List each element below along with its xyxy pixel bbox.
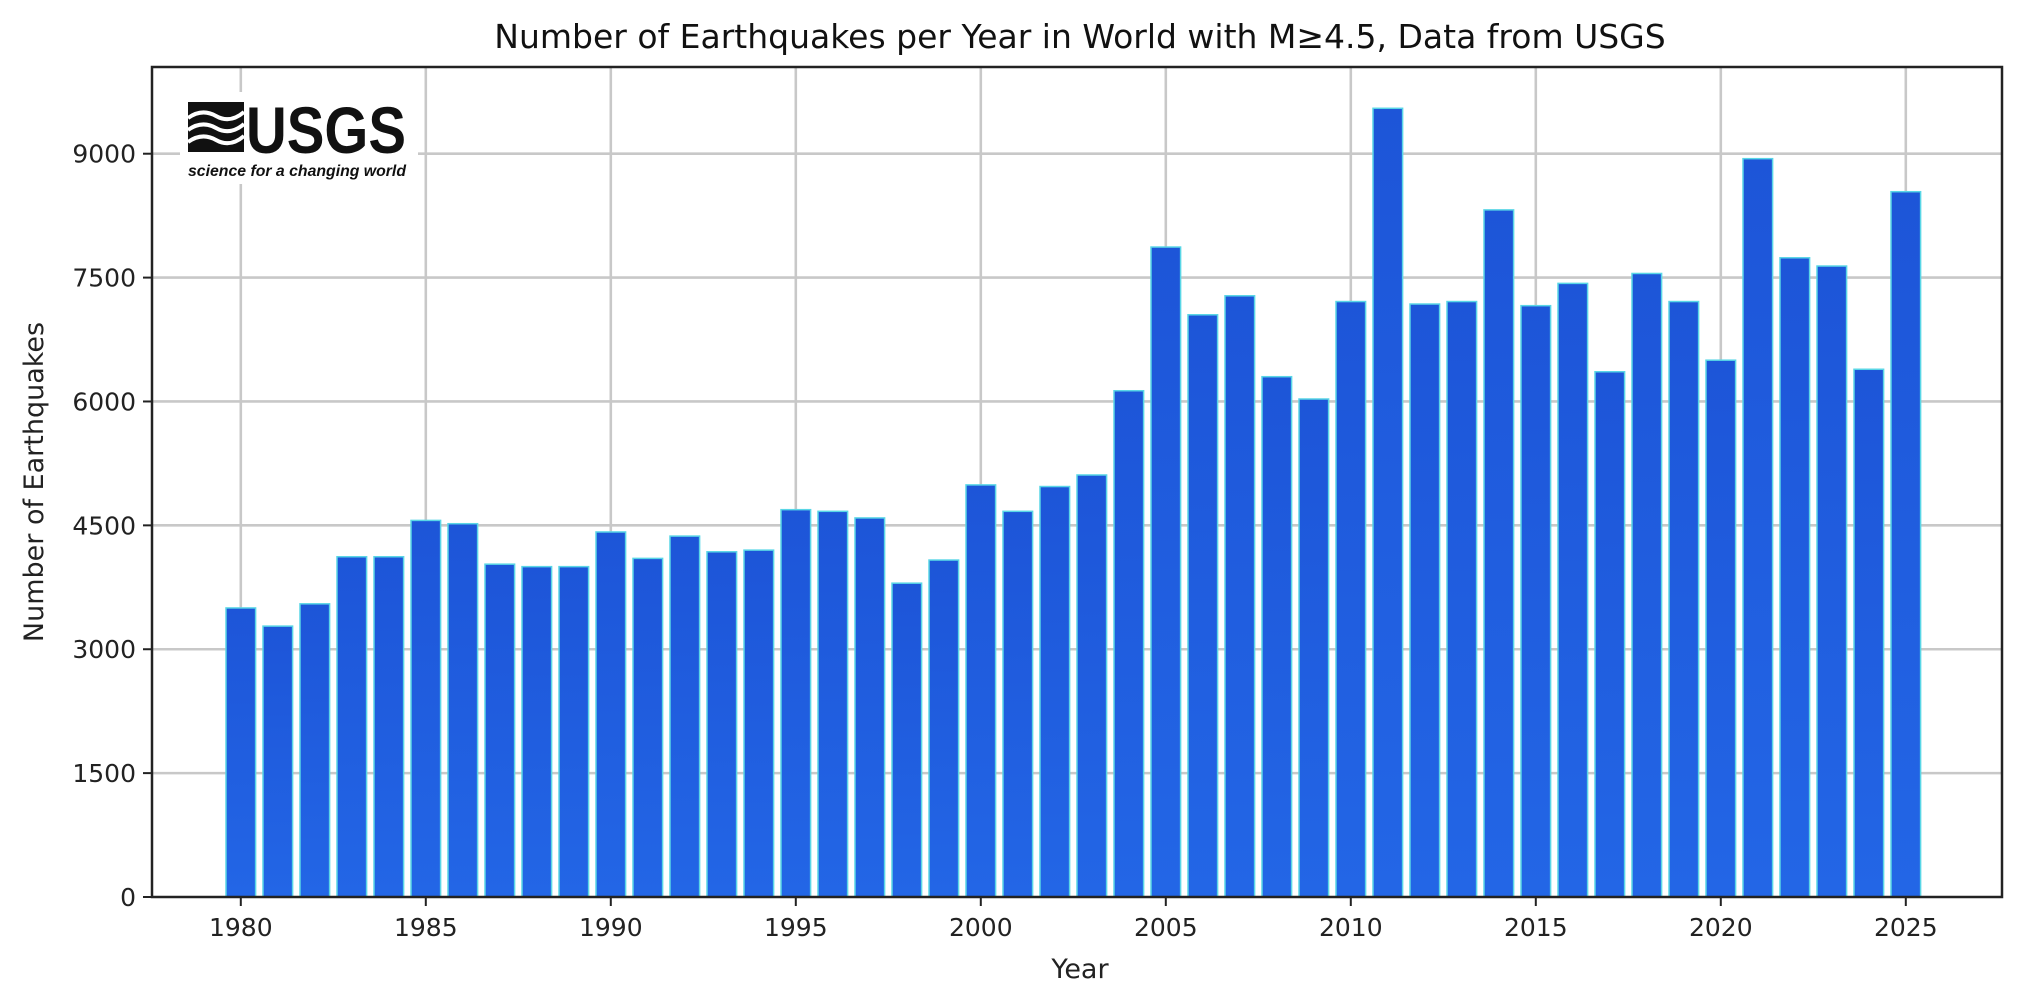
bar-1980: [225, 607, 257, 898]
bar-1984: [373, 555, 405, 898]
bar-1981: [262, 625, 294, 898]
x-tick-label: 1985: [394, 913, 458, 942]
y-tick-label: 6000: [72, 387, 136, 416]
y-tick-label: 1500: [72, 759, 136, 788]
x-tick-label: 1995: [764, 913, 828, 942]
bar-1996: [817, 510, 849, 898]
x-tick-label: 2020: [1689, 913, 1753, 942]
bar-2024: [1853, 368, 1885, 898]
bar-2009: [1298, 398, 1330, 898]
x-tick-label: 2025: [1874, 913, 1938, 942]
usgs-wordmark: USGS: [246, 93, 406, 167]
y-tick-label: 4500: [72, 511, 136, 540]
bar-2003: [1076, 474, 1108, 898]
bar-2010: [1335, 300, 1367, 898]
y-tick-label: 7500: [72, 264, 136, 293]
bar-1998: [891, 582, 923, 898]
bar-2020: [1705, 359, 1737, 898]
y-tick-label: 9000: [72, 140, 136, 169]
bar-2007: [1224, 295, 1256, 898]
x-tick-label: 2010: [1319, 913, 1383, 942]
bar-2011: [1372, 107, 1404, 898]
bar-2025: [1890, 190, 1922, 898]
usgs-logo: USGS science for a changing world: [180, 92, 418, 184]
bar-2008: [1261, 375, 1293, 898]
bar-1988: [521, 565, 553, 898]
chart-title: Number of Earthquakes per Year in World …: [494, 17, 1665, 56]
bar-2006: [1187, 314, 1219, 898]
bar-2013: [1446, 300, 1478, 898]
bar-2016: [1557, 282, 1589, 898]
bar-2002: [1039, 485, 1071, 898]
bar-2001: [1002, 510, 1034, 898]
bar-2015: [1520, 304, 1552, 898]
bar-1999: [928, 559, 960, 898]
x-axis-title: Year: [1050, 954, 1109, 985]
bar-1997: [854, 517, 886, 898]
bar-1994: [743, 549, 775, 898]
y-tick-label: 3000: [72, 635, 136, 664]
bar-2012: [1409, 303, 1441, 898]
bar-2005: [1150, 246, 1182, 898]
x-axis-ticks: 1980 1985 1990 1995 2000 2005 2010 2015 2020 2025: [209, 897, 1938, 942]
x-tick-label: 1990: [579, 913, 643, 942]
bars: [225, 107, 1922, 898]
y-axis-title: Number of Earthquakes: [19, 322, 50, 642]
bar-2019: [1668, 300, 1700, 898]
bar-2023: [1816, 265, 1848, 898]
x-tick-label: 2015: [1504, 913, 1568, 942]
x-tick-label: 2005: [1134, 913, 1198, 942]
bar-1995: [780, 508, 812, 898]
bar-1989: [558, 565, 590, 898]
plot-frame: [150, 65, 2004, 899]
bar-1982: [299, 603, 331, 898]
bar-1987: [484, 563, 516, 898]
usgs-wave-icon: [186, 102, 246, 152]
bar-2017: [1594, 370, 1626, 898]
bar-2014: [1483, 209, 1515, 898]
bar-1986: [447, 522, 479, 898]
bar-2004: [1113, 389, 1145, 898]
bar-2000: [965, 484, 997, 898]
x-tick-label: 2000: [949, 913, 1013, 942]
bar-1983: [336, 555, 368, 898]
bar-2021: [1742, 157, 1774, 898]
usgs-tagline: science for a changing world: [188, 163, 407, 180]
bar-2022: [1779, 257, 1811, 898]
x-tick-label: 1980: [209, 913, 273, 942]
bar-1992: [669, 535, 701, 898]
bar-1991: [632, 557, 664, 898]
bar-2018: [1631, 272, 1663, 898]
bar-1985: [410, 519, 442, 898]
bar-1990: [595, 531, 627, 898]
y-axis-ticks: 0 1500 3000 4500 6000 7500 9000: [72, 140, 152, 912]
y-tick-label: 0: [120, 883, 136, 912]
bar-1993: [706, 551, 738, 898]
